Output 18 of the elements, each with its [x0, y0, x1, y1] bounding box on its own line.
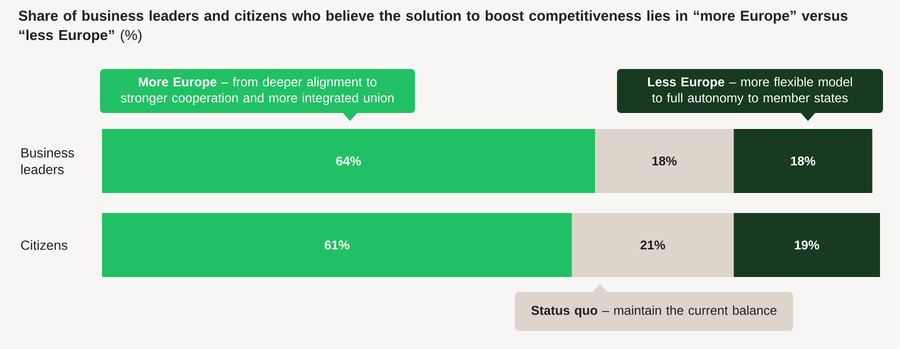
bar — [594, 128, 734, 193]
series-label: Less Europe – more flexible model to full autonomy to member states — [648, 77, 852, 105]
bar — [734, 212, 880, 277]
bar — [734, 128, 872, 193]
data-label: 61% — [324, 240, 350, 250]
series-label: More Europe – from deeper alignment to stronger cooperation and more integrated union — [120, 77, 394, 105]
chart-title: Share of business leaders and citizens who believe the solution to boost competitiveness lies in “more Europe” versus “less Europe” (%) — [18, 10, 848, 44]
bar — [572, 212, 734, 277]
y-tick-label: Business leaders — [21, 148, 74, 174]
data-label: 19% — [794, 240, 820, 250]
data-label: 18% — [791, 156, 816, 166]
bar — [102, 212, 572, 277]
y-tick-label: Citizens — [21, 240, 68, 250]
data-label: 18% — [652, 156, 677, 166]
bar — [102, 128, 595, 193]
data-label: 21% — [640, 240, 666, 250]
legend-label: Status quo – maintain the current balance — [531, 306, 776, 318]
data-label: 64% — [336, 156, 361, 166]
